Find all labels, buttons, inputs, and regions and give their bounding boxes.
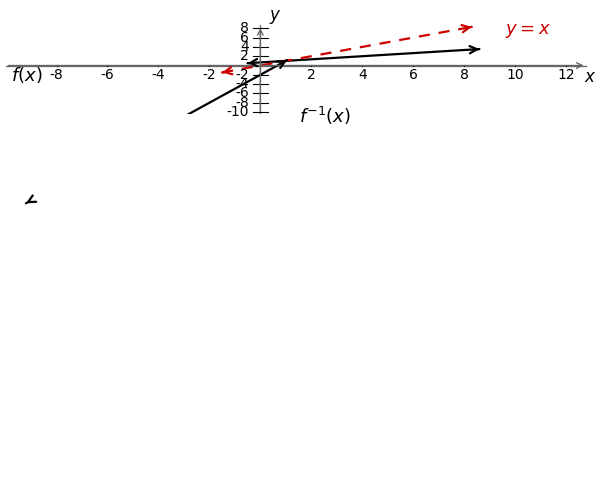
Text: -8: -8 — [235, 96, 249, 110]
Text: $y=x$: $y=x$ — [505, 22, 551, 40]
Text: 10: 10 — [506, 68, 524, 82]
Text: -8: -8 — [50, 68, 64, 82]
Text: 6: 6 — [240, 31, 249, 44]
Text: 12: 12 — [557, 68, 575, 82]
Text: 4: 4 — [358, 68, 367, 82]
Text: x: x — [584, 69, 594, 86]
Text: 6: 6 — [409, 68, 418, 82]
Text: -2: -2 — [203, 68, 216, 82]
Text: 8: 8 — [460, 68, 469, 82]
Text: -6: -6 — [101, 68, 115, 82]
Text: -2: -2 — [235, 68, 249, 82]
Text: -4: -4 — [152, 68, 165, 82]
Text: $f(x)$: $f(x)$ — [11, 65, 42, 85]
Text: y: y — [269, 7, 279, 24]
Text: 2: 2 — [240, 49, 249, 63]
Text: $f^{-1}(x)$: $f^{-1}(x)$ — [299, 105, 350, 127]
Text: 8: 8 — [240, 21, 249, 35]
Text: 4: 4 — [240, 40, 249, 54]
Text: -10: -10 — [226, 105, 249, 119]
Text: 2: 2 — [307, 68, 316, 82]
Text: -6: -6 — [235, 87, 249, 100]
Text: -4: -4 — [235, 77, 249, 91]
